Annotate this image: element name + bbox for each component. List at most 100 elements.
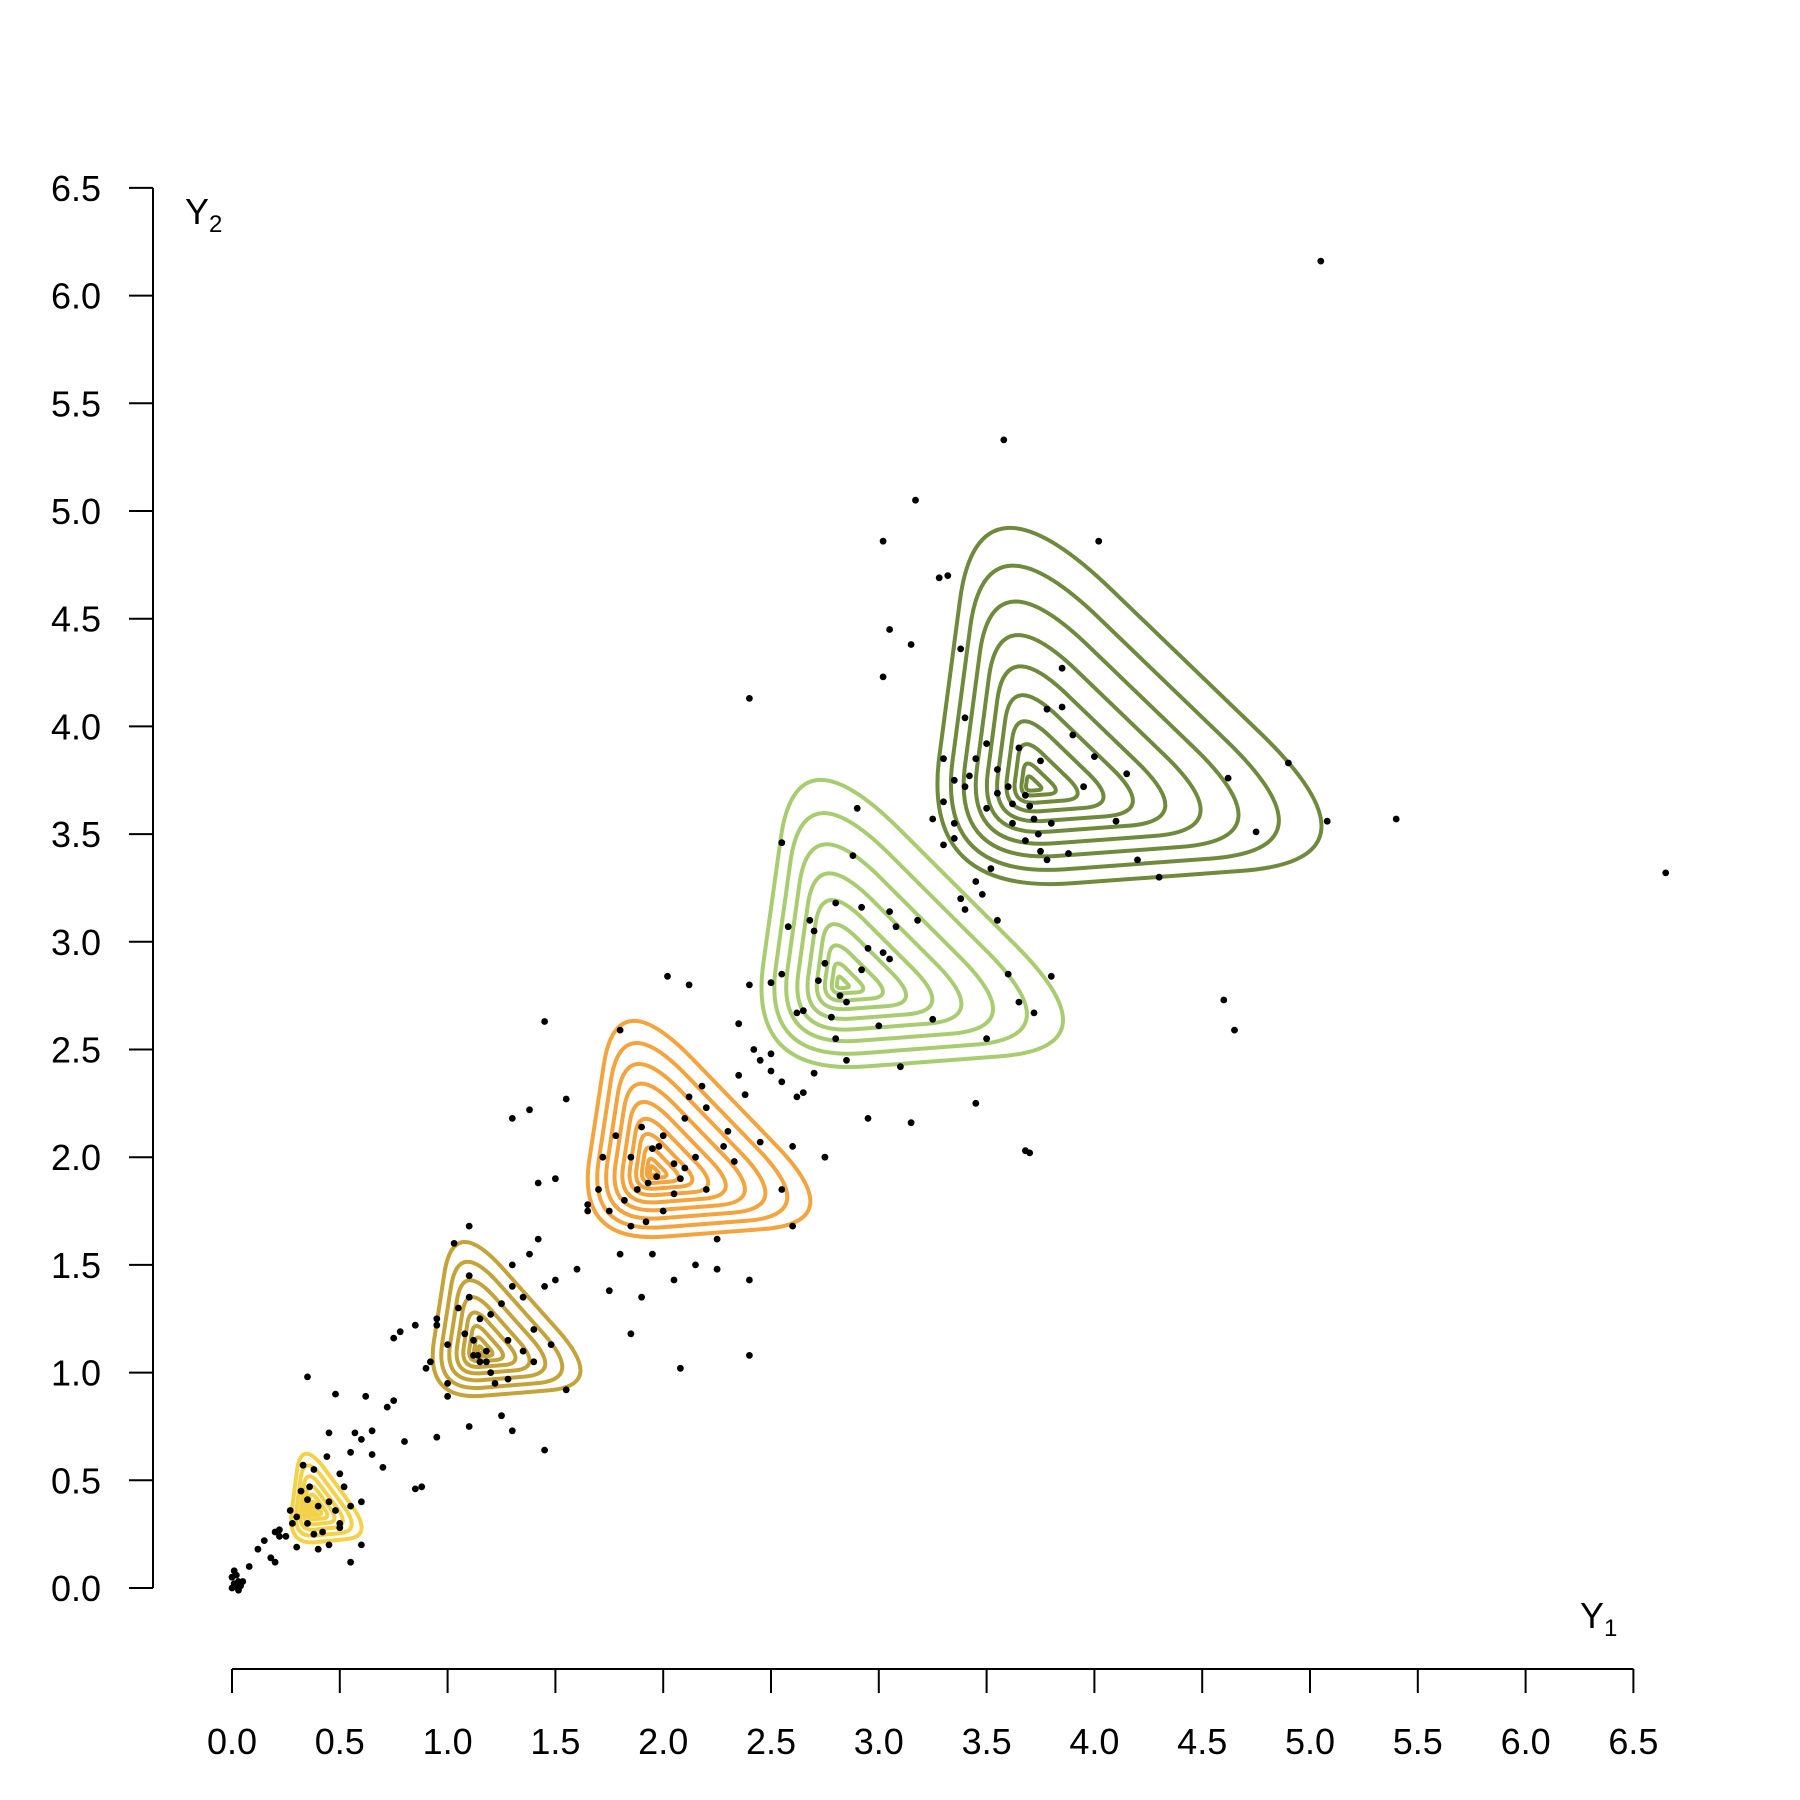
data-point <box>1112 817 1120 825</box>
contour-line <box>620 1100 728 1205</box>
data-point <box>627 1222 635 1230</box>
data-point <box>461 1330 469 1338</box>
data-point <box>1022 791 1029 799</box>
data-point <box>1030 1009 1038 1017</box>
contour-line <box>644 1156 669 1181</box>
data-point <box>433 1315 441 1323</box>
data-point <box>616 1250 624 1258</box>
contour-line <box>461 1310 518 1369</box>
data-point <box>1047 972 1055 980</box>
data-point <box>735 1020 743 1028</box>
data-point <box>1123 770 1131 778</box>
data-point <box>961 783 969 791</box>
data-point <box>961 906 969 913</box>
x-tick-label: 1.5 <box>530 1721 580 1762</box>
contour-line <box>772 811 1029 1056</box>
data-point <box>638 1293 645 1301</box>
data-point <box>1091 753 1098 760</box>
data-point <box>1034 830 1042 838</box>
data-point <box>892 923 900 931</box>
data-point <box>713 1235 721 1243</box>
data-point <box>879 949 887 956</box>
data-point <box>444 1341 451 1348</box>
data-point <box>332 1390 339 1398</box>
data-point <box>935 574 943 582</box>
contour-line <box>305 1492 330 1522</box>
data-point <box>886 955 893 963</box>
data-point <box>487 1311 495 1318</box>
data-point <box>1392 815 1400 823</box>
data-point <box>336 1470 344 1478</box>
y-tick-label: 0.5 <box>51 1460 101 1501</box>
contour-line <box>439 1259 565 1390</box>
data-point <box>547 1341 555 1348</box>
data-point <box>778 970 786 978</box>
data-point <box>1231 1026 1238 1034</box>
data-point <box>552 1276 559 1284</box>
data-point <box>358 1436 365 1443</box>
y-tick-label: 5.0 <box>51 491 101 532</box>
data-point <box>972 878 980 885</box>
data-point <box>470 1336 477 1344</box>
data-point <box>698 1082 706 1090</box>
data-point <box>1004 783 1012 791</box>
data-point <box>950 819 958 827</box>
data-point <box>1026 802 1034 810</box>
data-point <box>422 1364 430 1372</box>
data-point <box>476 1358 484 1366</box>
data-point <box>644 1179 652 1187</box>
data-point <box>746 1276 753 1284</box>
contour-line <box>814 922 908 1012</box>
data-point <box>304 1496 311 1504</box>
data-point <box>681 1115 689 1122</box>
data-point <box>293 1513 301 1521</box>
contour-line <box>1024 774 1044 793</box>
data-point <box>474 1352 482 1359</box>
data-point <box>325 1541 333 1549</box>
data-point <box>1009 819 1016 827</box>
data-point <box>310 1466 318 1473</box>
x-tick-label: 0.5 <box>315 1721 365 1762</box>
data-point <box>1043 856 1051 864</box>
data-point <box>498 1412 505 1420</box>
data-point <box>987 865 995 872</box>
contour-line <box>447 1278 548 1383</box>
data-point <box>692 1153 699 1161</box>
contour-line <box>298 1474 345 1532</box>
contour-line <box>935 525 1324 887</box>
data-point <box>642 1218 650 1226</box>
data-point <box>849 852 857 859</box>
contour-group-5 <box>935 525 1324 887</box>
y-tick-label: 1.0 <box>51 1353 101 1394</box>
x-tick-label: 2.0 <box>638 1721 688 1762</box>
data-point <box>681 1164 689 1172</box>
data-point <box>289 1520 296 1527</box>
data-point <box>450 1240 458 1247</box>
data-point <box>983 804 990 812</box>
data-point <box>784 923 792 931</box>
data-point <box>746 981 753 989</box>
data-point <box>983 740 990 747</box>
data-point <box>508 1115 516 1122</box>
data-point <box>271 1558 279 1566</box>
data-point <box>778 1078 786 1086</box>
data-point <box>599 1153 607 1161</box>
data-point <box>649 1145 656 1152</box>
y-tick-label: 6.0 <box>51 276 101 317</box>
data-point <box>476 1315 484 1323</box>
data-point <box>245 1563 253 1570</box>
data-point <box>1030 815 1038 823</box>
data-point <box>260 1537 268 1544</box>
contour-line <box>995 693 1135 824</box>
contour-line <box>585 1018 813 1240</box>
data-point <box>487 1369 495 1376</box>
data-point <box>519 1293 527 1301</box>
data-point <box>347 1448 354 1456</box>
data-point <box>627 1153 635 1161</box>
y-tick-label: 0.0 <box>51 1568 101 1609</box>
data-point <box>293 1543 301 1551</box>
data-point <box>254 1545 262 1553</box>
data-point <box>670 1276 678 1284</box>
x-tick-label: 1.0 <box>423 1721 473 1762</box>
data-point <box>584 1201 592 1208</box>
